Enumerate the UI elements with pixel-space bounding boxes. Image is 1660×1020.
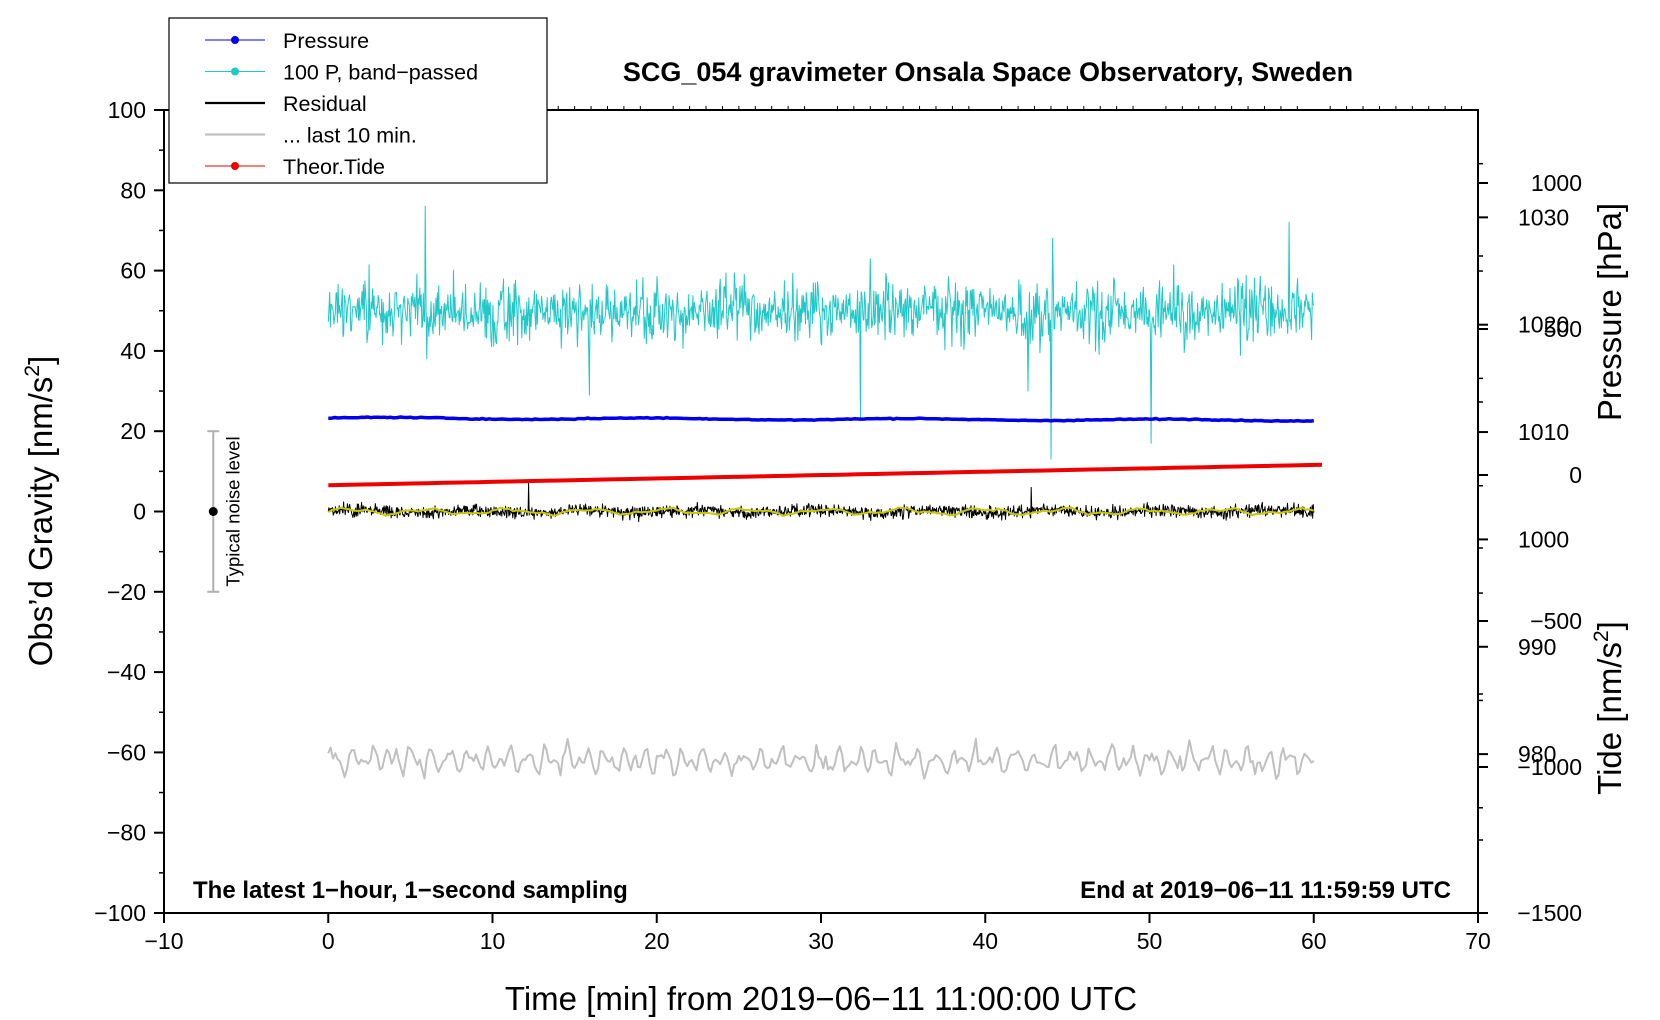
sampling-annotation: The latest 1−hour, 1−second sampling [193,877,628,904]
pressure-tick-label: 1000 [1518,526,1569,552]
x-tick-label: 60 [1301,928,1327,954]
chart-title: SCG_054 gravimeter Onsala Space Observat… [623,57,1353,87]
legend: Pressure 100 P, band−passed Residual ... la… [168,17,548,184]
tide-tick-label: 0 [1569,462,1582,488]
series-smoothed-residual [327,506,1315,517]
x-tick-label: 50 [1137,928,1163,954]
legend-label: Residual [283,92,367,116]
y-axis-label-left: Obs’d Gravity [nm/s2] [21,356,59,667]
x-tick-label: 40 [972,928,998,954]
y-tick-label: 20 [120,418,146,444]
series-last-10-min [327,738,1315,780]
y-axis-label-tide: Tide [nm/s2] [1590,621,1628,795]
legend-marker [231,36,239,44]
x-tick-label: 0 [322,928,335,954]
legend-marker [231,67,239,76]
y-tick-label: 40 [120,338,146,364]
x-tick-label: 10 [480,928,506,954]
end-time-annotation: End at 2019−06−11 11:59:59 UTC [1080,877,1451,904]
tide-tick-label: 1000 [1531,170,1582,196]
pressure-tick-label: 1010 [1518,419,1569,445]
x-axis-label: Time [min] from 2019−06−11 11:00:00 UTC [505,980,1137,1017]
axis-ticks: −10 0 10 20 30 40 50 60 70−100−80−60−40−20020406… [94,97,1582,954]
y-tick-label: 0 [133,499,146,525]
legend-box [168,17,548,184]
x-tick-label: −10 [144,928,183,954]
y-tick-label: 100 [108,97,146,123]
tide-tick-label: −500 [1530,608,1582,634]
pressure-tick-label: 990 [1518,634,1556,660]
pressure-tick-label: 1030 [1518,204,1569,230]
x-tick-label: 70 [1465,928,1491,954]
pressure-tick-label: 1020 [1518,312,1569,338]
legend-label: Theor.Tide [283,155,385,179]
y-tick-label: 60 [120,258,146,284]
y-axis-label-pressure: Pressure [hPa] [1591,203,1628,421]
y-tick-label: 80 [120,177,146,203]
legend-entries: Pressure 100 P, band−passed Residual ... la… [205,29,478,179]
y-tick-label: −80 [107,820,146,846]
series-pressure [328,415,1315,423]
tide-tick-label: 500 [1544,316,1582,342]
legend-marker [231,162,239,170]
series-residual [327,482,1315,523]
tide-tick-label: −1500 [1517,900,1582,926]
noise-level-dot [208,507,218,516]
y-tick-label: −20 [107,579,146,605]
series-layer [327,205,1323,780]
pressure-tick-label: 980 [1518,741,1556,767]
y-tick-label: −40 [107,659,146,685]
x-tick-label: 30 [808,928,834,954]
noise-level-marker: Typical noise level [207,430,243,593]
y-tick-label: −100 [94,900,146,926]
series-theor-tide [328,462,1323,488]
series-band-passed [327,205,1315,460]
x-tick-label: 20 [644,928,670,954]
noise-level-label: Typical noise level [222,436,243,586]
y-tick-label: −60 [107,739,146,765]
legend-label: 100 P, band−passed [283,61,478,85]
legend-label: Pressure [283,29,369,53]
legend-label: ... last 10 min. [283,124,417,148]
tide-tick-label: −1000 [1517,754,1582,780]
